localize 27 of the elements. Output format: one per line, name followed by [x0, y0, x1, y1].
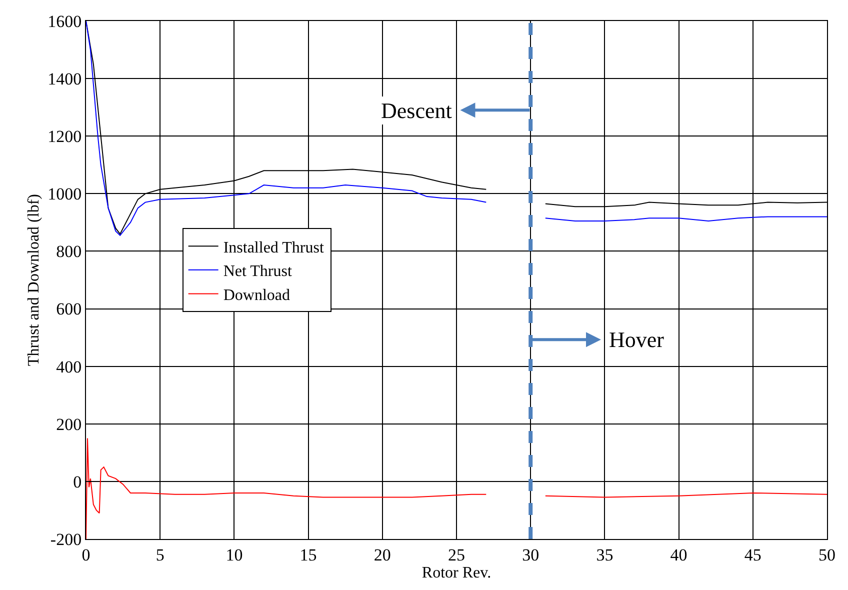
legend-label: Installed Thrust	[223, 239, 324, 256]
y-tick-label: 0	[73, 472, 82, 492]
y-tick-label: 1600	[48, 12, 82, 31]
x-tick-label: 35	[596, 545, 614, 564]
x-tick-label: 25	[448, 545, 465, 564]
annotation: Descent	[381, 98, 452, 123]
x-tick-label: 45	[744, 545, 762, 564]
x-tick-label: 5	[156, 545, 164, 564]
x-tick-label: 10	[226, 545, 243, 564]
x-tick-label: 20	[374, 545, 391, 564]
x-tick-label: 50	[818, 545, 836, 564]
y-tick-label: 200	[56, 414, 82, 434]
x-axis-title: Rotor Rev.	[422, 564, 492, 582]
y-tick-label: 600	[56, 300, 82, 319]
y-tick-label: 1000	[48, 184, 82, 204]
x-tick-label: 30	[522, 545, 540, 564]
y-tick-label: 400	[56, 357, 82, 376]
x-tick-label: 15	[300, 545, 317, 564]
legend-label: Net Thrust	[223, 263, 292, 280]
y-tick-label: 1400	[48, 70, 82, 89]
y-tick-label: 1200	[48, 127, 82, 146]
x-tick-label: 40	[670, 545, 688, 564]
y-tick-label: -200	[50, 530, 82, 549]
legend-label: Download	[223, 286, 290, 304]
y-axis-title: Thrust and Download (lbf)	[26, 194, 42, 366]
y-tick-label: 800	[56, 242, 82, 262]
annotation: Hover	[609, 327, 665, 352]
